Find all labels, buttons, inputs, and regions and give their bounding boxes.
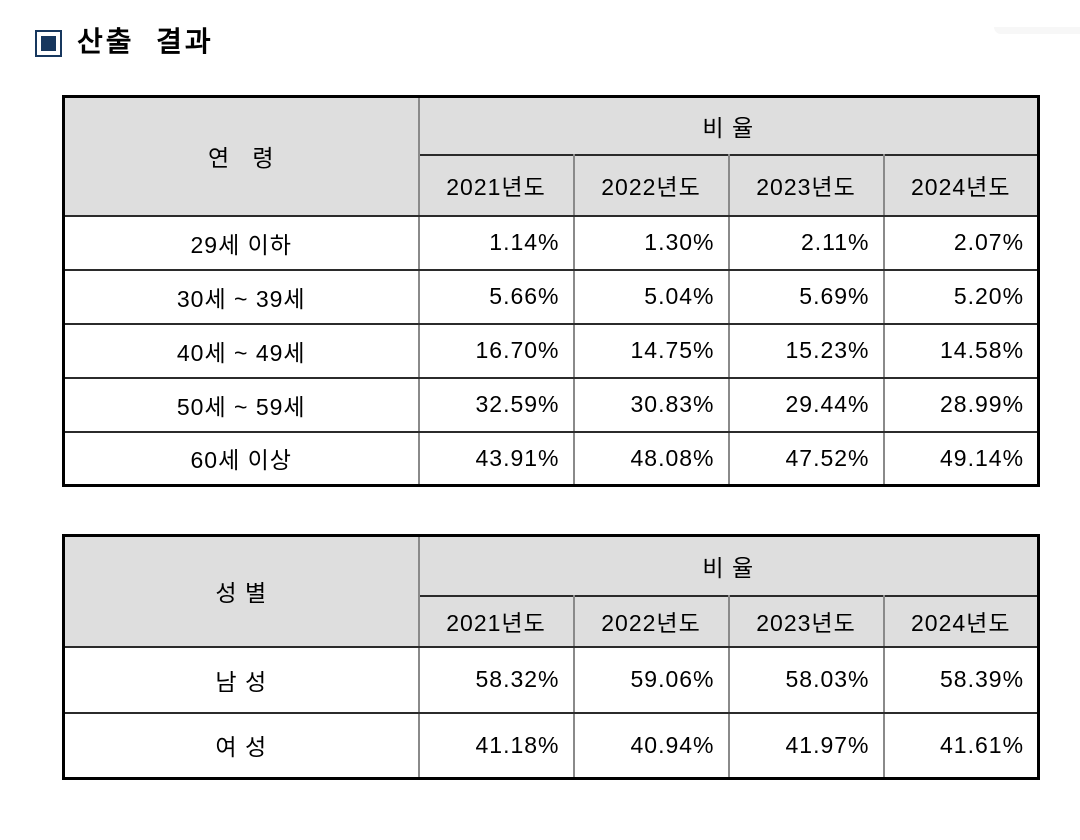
ratio-value-cell: 28.99% [882, 376, 1040, 433]
ratio-value-cell: 47.52% [727, 430, 885, 487]
year-header-2024: 2024년도 [882, 153, 1040, 217]
age-row-label: 29세 이하 [62, 214, 420, 271]
gender-row-label: 여 성 [62, 711, 420, 780]
table-row: 60세 이상 43.91% 48.08% 47.52% 49.14% [62, 430, 1040, 487]
year-header-2023: 2023년도 [727, 594, 885, 648]
year-header-2024: 2024년도 [882, 594, 1040, 648]
ratio-value-cell: 43.91% [417, 430, 575, 487]
ratio-group-header: 비 율 [417, 534, 1040, 596]
ratio-value-cell: 41.97% [727, 711, 885, 780]
ratio-value-cell: 5.04% [572, 268, 730, 325]
age-row-label: 40세 ~ 49세 [62, 322, 420, 379]
age-column-header: 연 령 [62, 95, 420, 217]
ratio-value-cell: 32.59% [417, 376, 575, 433]
ratio-value-cell: 1.14% [417, 214, 575, 271]
age-row-label: 30세 ~ 39세 [62, 268, 420, 325]
ratio-value-cell: 2.07% [882, 214, 1040, 271]
gender-row-label: 남 성 [62, 645, 420, 714]
table-row: 40세 ~ 49세 16.70% 14.75% 15.23% 14.58% [62, 322, 1040, 379]
page-corner-artifact [994, 27, 1080, 34]
square-bullet-icon-fill [41, 35, 56, 51]
ratio-value-cell: 48.08% [572, 430, 730, 487]
ratio-value-cell: 58.03% [727, 645, 885, 714]
ratio-value-cell: 14.58% [882, 322, 1040, 379]
ratio-value-cell: 16.70% [417, 322, 575, 379]
table-row: 50세 ~ 59세 32.59% 30.83% 29.44% 28.99% [62, 376, 1040, 433]
ratio-value-cell: 1.30% [572, 214, 730, 271]
square-bullet-icon [35, 29, 62, 57]
age-row-label: 60세 이상 [62, 430, 420, 487]
page-title: 산출 결과 [77, 26, 214, 57]
table-row: 여 성 41.18% 40.94% 41.97% 41.61% [62, 711, 1040, 780]
ratio-value-cell: 2.11% [727, 214, 885, 271]
year-header-2021: 2021년도 [417, 153, 575, 217]
ratio-value-cell: 49.14% [882, 430, 1040, 487]
age-ratio-table: 연 령 비 율 2021년도 2022년도 2023년도 2024년도 29세 … [62, 95, 1041, 487]
ratio-value-cell: 59.06% [572, 645, 730, 714]
ratio-value-cell: 41.18% [417, 711, 575, 780]
ratio-value-cell: 29.44% [727, 376, 885, 433]
ratio-value-cell: 15.23% [727, 322, 885, 379]
section-title-row: 산출 결과 [35, 27, 1080, 59]
table-row: 30세 ~ 39세 5.66% 5.04% 5.69% 5.20% [62, 268, 1040, 325]
year-header-2022: 2022년도 [572, 153, 730, 217]
ratio-value-cell: 40.94% [572, 711, 730, 780]
ratio-value-cell: 58.32% [417, 645, 575, 714]
ratio-value-cell: 30.83% [572, 376, 730, 433]
ratio-value-cell: 5.20% [882, 268, 1040, 325]
year-header-2021: 2021년도 [417, 594, 575, 648]
ratio-value-cell: 58.39% [882, 645, 1040, 714]
table-row: 남 성 58.32% 59.06% 58.03% 58.39% [62, 645, 1040, 714]
gender-ratio-table: 성 별 비 율 2021년도 2022년도 2023년도 2024년도 남 성 … [62, 534, 1041, 780]
ratio-value-cell: 5.69% [727, 268, 885, 325]
year-header-2022: 2022년도 [572, 594, 730, 648]
age-row-label: 50세 ~ 59세 [62, 376, 420, 433]
year-header-2023: 2023년도 [727, 153, 885, 217]
ratio-group-header: 비 율 [417, 95, 1040, 155]
ratio-value-cell: 5.66% [417, 268, 575, 325]
table-row: 29세 이하 1.14% 1.30% 2.11% 2.07% [62, 214, 1040, 271]
gender-column-header: 성 별 [62, 534, 420, 648]
ratio-value-cell: 41.61% [882, 711, 1040, 780]
ratio-value-cell: 14.75% [572, 322, 730, 379]
